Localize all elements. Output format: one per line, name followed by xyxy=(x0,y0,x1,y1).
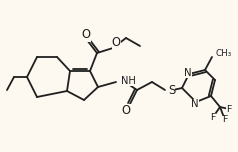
Text: F: F xyxy=(226,105,232,114)
Text: N: N xyxy=(184,68,192,78)
Text: O: O xyxy=(122,104,130,116)
Text: N: N xyxy=(191,99,199,109)
Text: NH: NH xyxy=(121,76,136,86)
Text: O: O xyxy=(111,36,120,50)
Text: O: O xyxy=(81,29,90,41)
Text: F: F xyxy=(210,112,216,121)
Text: F: F xyxy=(222,116,228,124)
Text: S: S xyxy=(168,85,175,97)
Text: CH₃: CH₃ xyxy=(216,50,232,59)
